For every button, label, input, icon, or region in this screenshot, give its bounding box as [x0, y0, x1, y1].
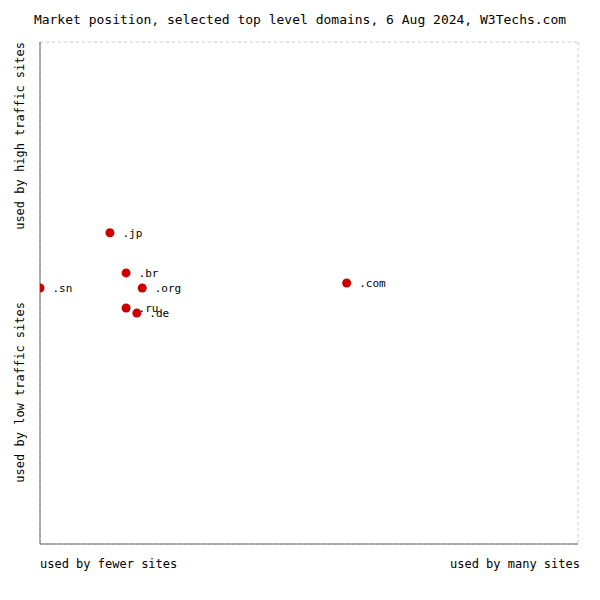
html-text:used by many sites: used by many sites [450, 557, 580, 571]
html-text:used by fewer sites: used by fewer sites [40, 557, 178, 571]
svg-text:.com: .com [359, 277, 386, 290]
html-text:Market position, selected top: Market position, selected top level doma… [33, 12, 567, 27]
svg-text:.org: .org [155, 282, 182, 295]
html-text:used by low traffic sites: used by low traffic sites [13, 302, 27, 483]
svg-text:.br: .br [139, 267, 159, 280]
svg-text:.de: .de [149, 307, 169, 320]
svg-text:.jp: .jp [122, 227, 142, 240]
html-text:used by high traffic sites: used by high traffic sites [13, 42, 27, 230]
svg-text:.sn: .sn [53, 282, 73, 295]
